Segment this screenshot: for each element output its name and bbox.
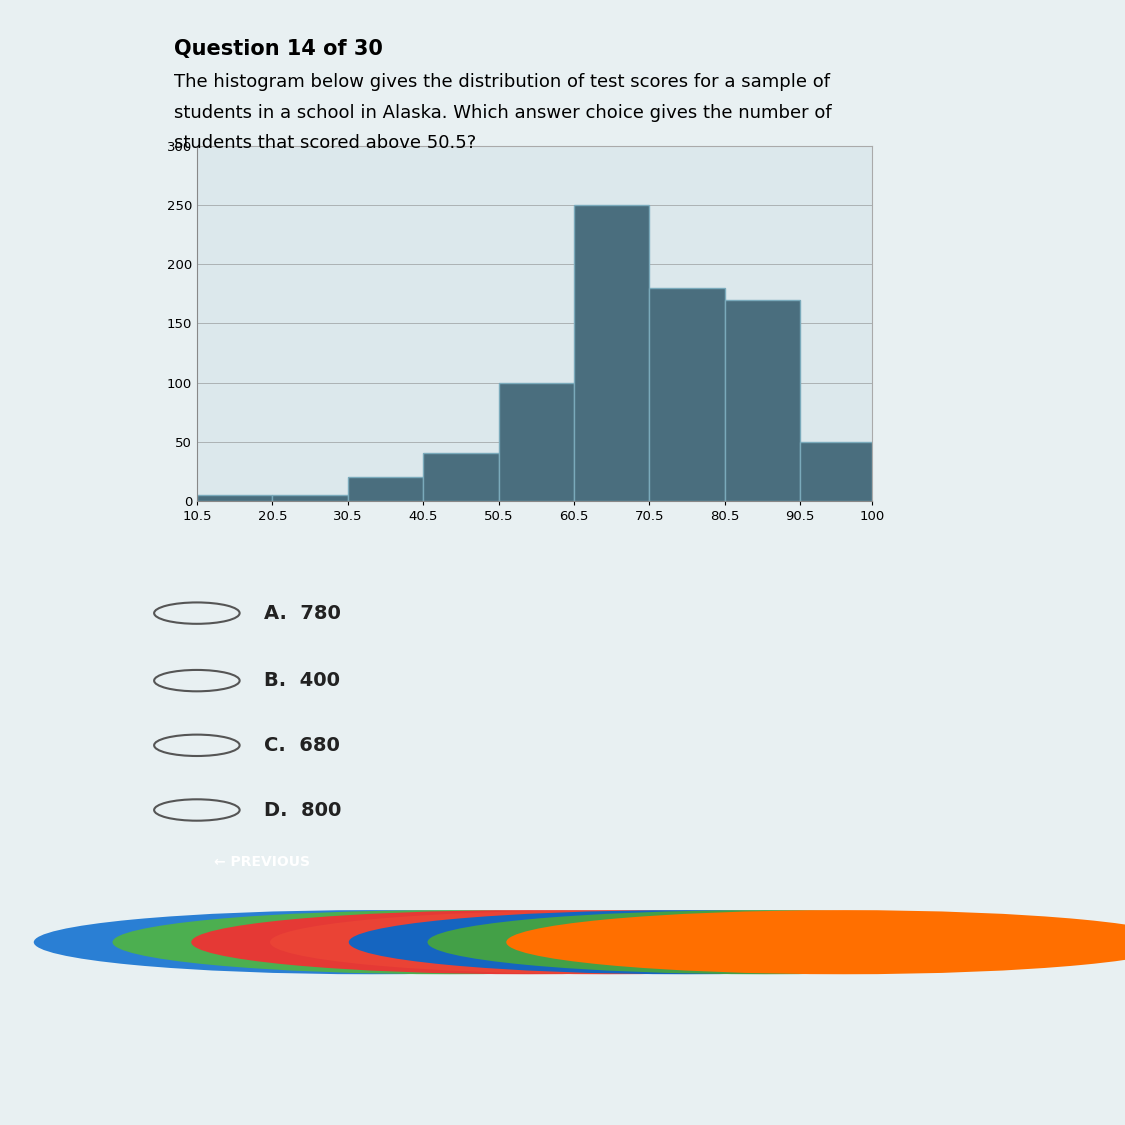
Bar <box>498 382 574 501</box>
Bar <box>724 299 800 501</box>
Bar <box>423 453 498 501</box>
Bar <box>574 205 649 501</box>
Bar <box>800 441 872 501</box>
Text: The histogram below gives the distribution of test scores for a sample of: The histogram below gives the distributi… <box>174 73 830 91</box>
Bar <box>649 288 725 501</box>
Text: C.  680: C. 680 <box>264 736 340 755</box>
Circle shape <box>506 910 1125 974</box>
Text: ← PREVIOUS: ← PREVIOUS <box>214 855 309 868</box>
Bar <box>272 495 348 501</box>
Circle shape <box>270 910 945 974</box>
Text: students that scored above 50.5?: students that scored above 50.5? <box>174 134 477 152</box>
Circle shape <box>34 910 709 974</box>
Circle shape <box>191 910 866 974</box>
Text: D.  800: D. 800 <box>264 801 342 819</box>
Text: A.  780: A. 780 <box>264 604 341 622</box>
Text: students in a school in Alaska. Which answer choice gives the number of: students in a school in Alaska. Which an… <box>174 104 832 122</box>
Circle shape <box>428 910 1102 974</box>
Bar <box>348 477 423 501</box>
Circle shape <box>112 910 788 974</box>
Bar <box>197 495 272 501</box>
Circle shape <box>349 910 1024 974</box>
Text: B.  400: B. 400 <box>264 672 341 690</box>
Text: Question 14 of 30: Question 14 of 30 <box>174 39 384 60</box>
